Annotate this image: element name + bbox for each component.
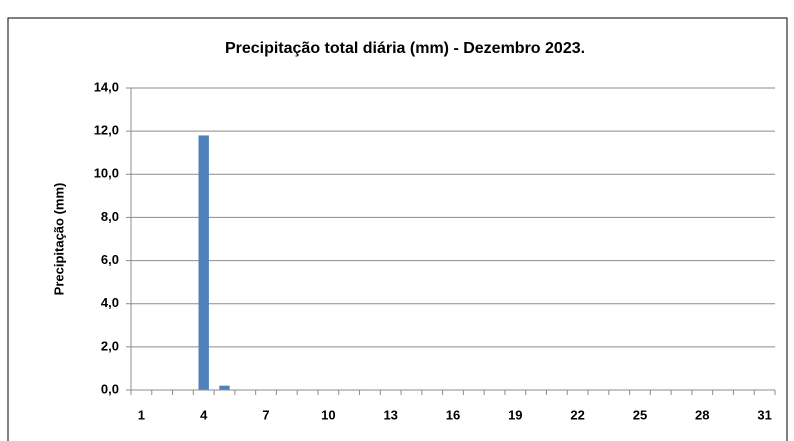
x-tick-label: 16 xyxy=(446,407,460,422)
chart-border xyxy=(7,17,788,441)
x-tick-label: 31 xyxy=(757,407,771,422)
y-tick-label: 0,0 xyxy=(101,381,119,396)
x-tick-label: 19 xyxy=(508,407,522,422)
y-tick-label: 10,0 xyxy=(94,166,119,181)
x-tick-label: 13 xyxy=(383,407,397,422)
x-tick-label: 1 xyxy=(138,407,145,422)
x-tick-label: 10 xyxy=(321,407,335,422)
x-tick-label: 4 xyxy=(200,407,208,422)
y-tick-label: 8,0 xyxy=(101,209,119,224)
y-tick-label: 14,0 xyxy=(94,79,119,94)
x-tick-label: 22 xyxy=(570,407,584,422)
bar xyxy=(219,385,230,390)
x-tick-label: 7 xyxy=(262,407,269,422)
y-tick-label: 4,0 xyxy=(101,295,119,310)
y-tick-label: 6,0 xyxy=(101,252,119,267)
y-tick-label: 12,0 xyxy=(94,123,119,138)
x-tick-label: 25 xyxy=(633,407,647,422)
chart-title: Precipitação total diária (mm) - Dezembr… xyxy=(225,40,585,57)
x-tick-label: 28 xyxy=(695,407,709,422)
y-axis-label: Precipitação (mm) xyxy=(51,183,66,296)
y-tick-label: 2,0 xyxy=(101,338,119,353)
bar xyxy=(198,135,209,390)
